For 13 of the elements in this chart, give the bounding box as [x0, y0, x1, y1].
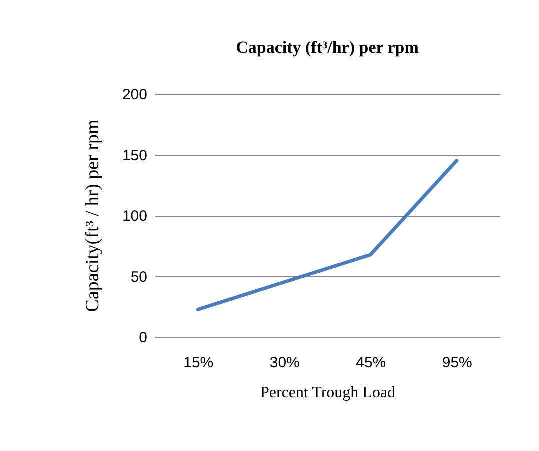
y-tick-label: 100	[122, 208, 148, 225]
chart-title: Capacity (ft³/hr) per rpm	[236, 38, 419, 57]
y-axis-title: Capacity(ft³ / hr) per rpm	[82, 120, 104, 312]
x-tick-label: 45%	[356, 354, 386, 372]
line-series	[196, 159, 459, 312]
x-tick-label: 30%	[270, 354, 300, 372]
y-tick-label: 0	[139, 330, 148, 346]
y-tick-label: 50	[130, 268, 148, 286]
x-tick-label: 95%	[442, 354, 472, 372]
x-tick-label: 15%	[184, 354, 214, 372]
y-tick-label: 150	[122, 147, 148, 164]
x-axis-title: Percent Trough Load	[260, 384, 396, 402]
y-tick-label: 200	[122, 86, 148, 104]
